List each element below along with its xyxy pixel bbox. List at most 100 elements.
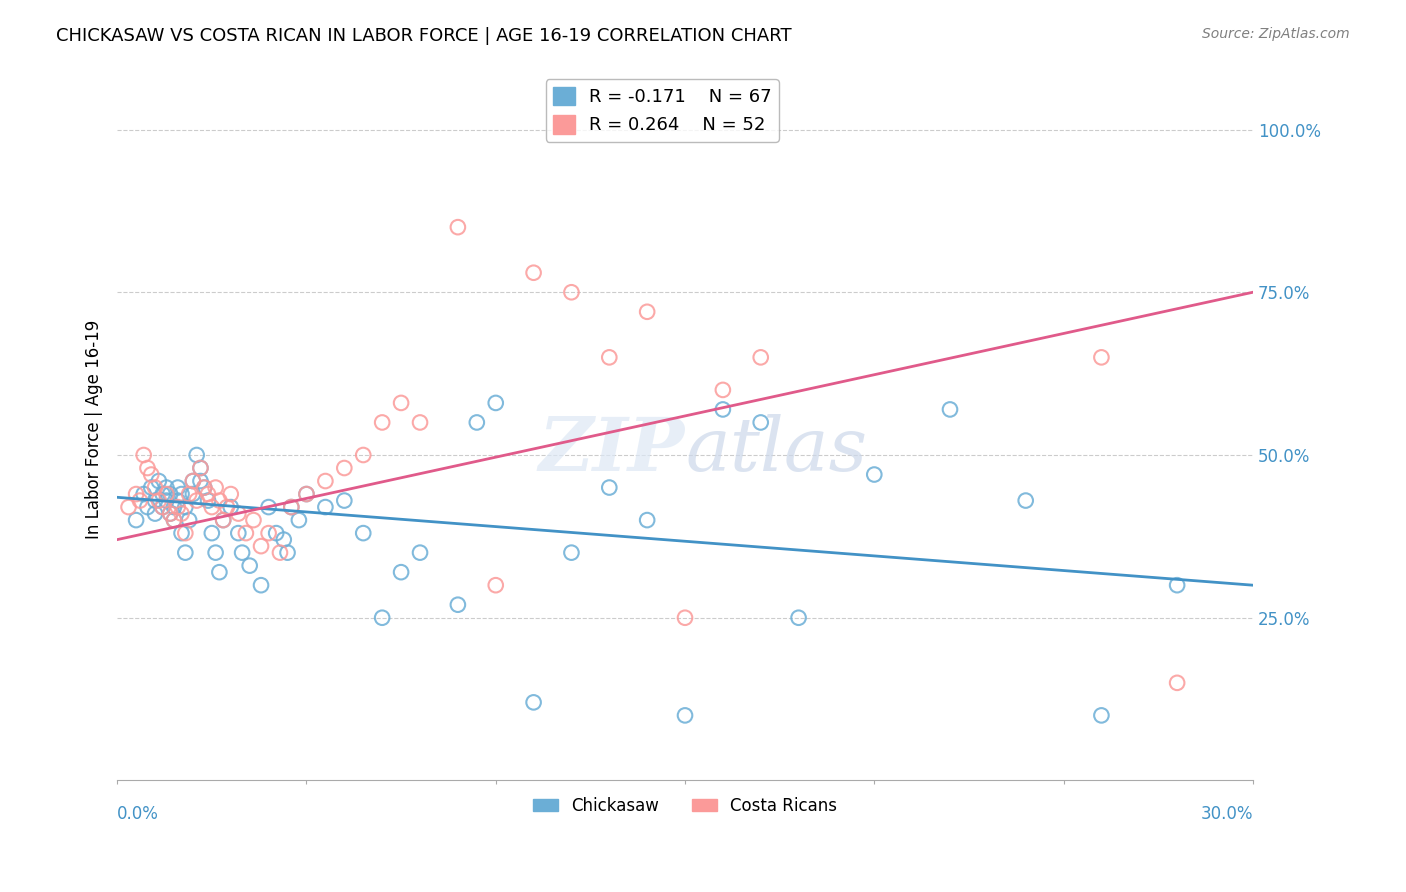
Point (231, 546, 253, 560)
Point (219, 487, 242, 501)
Legend: Chickasaw, Costa Ricans: Chickasaw, Costa Ricans (526, 790, 844, 822)
Point (159, 487, 181, 501)
Point (288, 513, 311, 527)
Point (148, 474, 170, 488)
Text: ZIP: ZIP (538, 414, 685, 486)
Point (1166, 578, 1188, 592)
Point (636, 305, 658, 319)
Point (447, 220, 470, 235)
Point (264, 526, 287, 541)
Point (181, 487, 204, 501)
Point (155, 493, 177, 508)
Point (314, 474, 336, 488)
Point (749, 351, 772, 365)
Point (174, 526, 197, 541)
Point (598, 481, 620, 495)
Point (215, 500, 238, 514)
Point (117, 500, 139, 514)
Point (560, 285, 582, 300)
Point (141, 467, 163, 482)
Point (749, 416, 772, 430)
Point (143, 507, 166, 521)
Point (1090, 708, 1112, 723)
Point (636, 513, 658, 527)
Point (170, 526, 193, 541)
Point (250, 578, 273, 592)
Point (673, 611, 696, 625)
Point (295, 487, 318, 501)
Point (485, 578, 508, 592)
Text: Source: ZipAtlas.com: Source: ZipAtlas.com (1202, 27, 1350, 41)
Point (125, 513, 148, 527)
Point (371, 611, 394, 625)
Point (197, 493, 219, 508)
Point (277, 546, 299, 560)
Point (181, 474, 204, 488)
Point (409, 416, 432, 430)
Text: 30.0%: 30.0% (1201, 805, 1253, 823)
Point (523, 266, 546, 280)
Point (132, 487, 155, 501)
Point (163, 513, 186, 527)
Point (863, 467, 886, 482)
Point (485, 396, 508, 410)
Point (371, 416, 394, 430)
Point (170, 487, 193, 501)
Point (174, 546, 197, 560)
Point (212, 513, 235, 527)
Point (166, 500, 188, 514)
Point (939, 402, 962, 417)
Point (186, 448, 208, 462)
Point (280, 500, 302, 514)
Point (212, 513, 235, 527)
Point (409, 546, 432, 560)
Point (389, 565, 412, 579)
Point (389, 396, 412, 410)
Point (179, 487, 201, 501)
Point (1090, 351, 1112, 365)
Point (228, 507, 250, 521)
Point (152, 500, 174, 514)
Point (141, 481, 163, 495)
Point (179, 513, 201, 527)
Point (136, 461, 159, 475)
Point (190, 461, 212, 475)
Y-axis label: In Labor Force | Age 16-19: In Labor Force | Age 16-19 (86, 319, 103, 539)
Point (197, 487, 219, 501)
Text: CHICKASAW VS COSTA RICAN IN LABOR FORCE | AGE 16-19 CORRELATION CHART: CHICKASAW VS COSTA RICAN IN LABOR FORCE … (56, 27, 792, 45)
Point (314, 500, 336, 514)
Point (201, 500, 224, 514)
Point (143, 481, 166, 495)
Text: atlas: atlas (685, 414, 868, 486)
Point (166, 493, 188, 508)
Point (273, 533, 295, 547)
Point (152, 500, 174, 514)
Point (208, 493, 231, 508)
Point (257, 500, 280, 514)
Point (250, 539, 273, 553)
Point (155, 481, 177, 495)
Point (280, 500, 302, 514)
Point (129, 493, 152, 508)
Point (193, 481, 215, 495)
Point (193, 481, 215, 495)
Point (201, 526, 224, 541)
Point (352, 448, 374, 462)
Point (219, 500, 242, 514)
Point (190, 474, 212, 488)
Point (204, 481, 226, 495)
Point (132, 448, 155, 462)
Point (190, 461, 212, 475)
Point (239, 558, 262, 573)
Point (269, 546, 291, 560)
Point (204, 546, 226, 560)
Point (159, 507, 181, 521)
Point (208, 565, 231, 579)
Point (155, 487, 177, 501)
Point (787, 611, 810, 625)
Point (711, 383, 734, 397)
Point (235, 526, 257, 541)
Point (1015, 493, 1038, 508)
Point (465, 416, 488, 430)
Point (143, 493, 166, 508)
